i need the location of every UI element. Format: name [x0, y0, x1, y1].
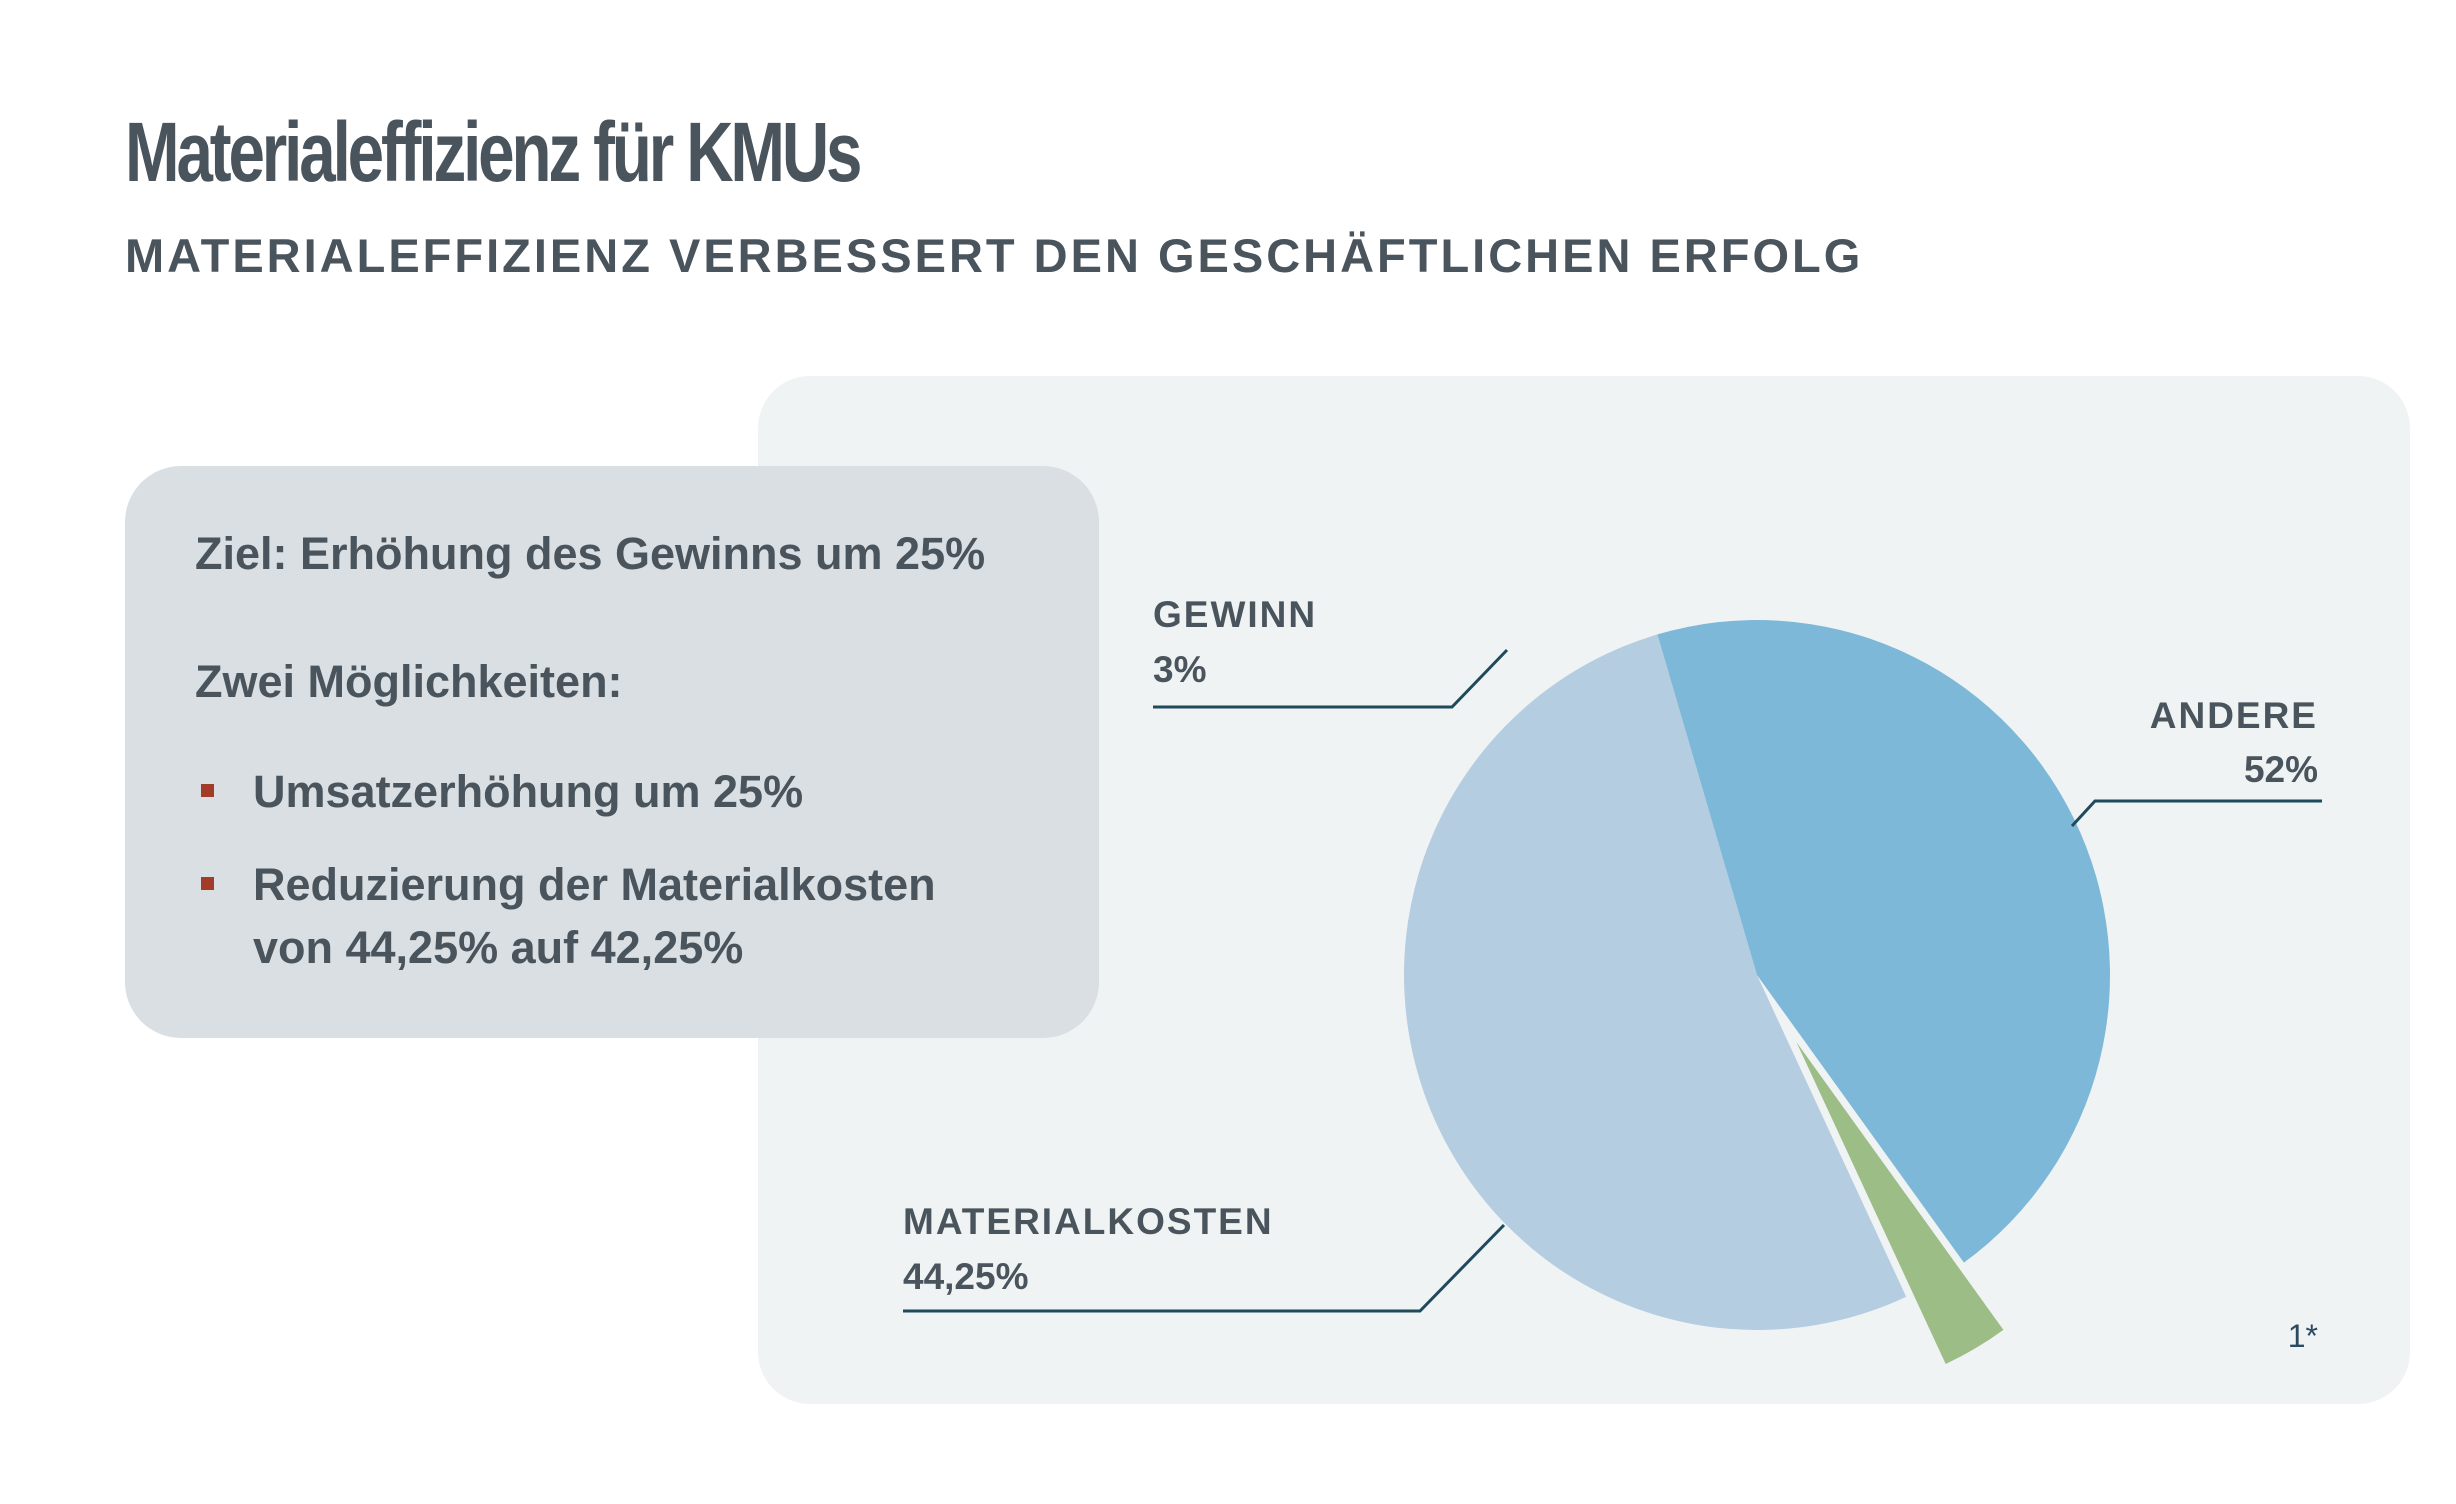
options-heading: Zwei Möglichkeiten: — [195, 656, 623, 707]
leader-line-materialkosten — [903, 1223, 1506, 1313]
label-gewinn-value: 3% — [1153, 649, 1206, 690]
page-title: Materialeffizienz für KMUs — [125, 105, 862, 199]
bullet-text: Umsatzerhöhung um 25% — [253, 766, 804, 817]
bullet-square-icon — [201, 877, 214, 890]
bullet-text-continued: von 44,25% auf 42,25% — [253, 922, 744, 973]
label-andere-value: 52% — [2244, 749, 2318, 790]
leader-line-gewinn — [1153, 648, 1509, 709]
label-materialkosten-name: MATERIALKOSTEN — [903, 1201, 1274, 1242]
page-subtitle: MATERIALEFFIZIENZ VERBESSERT DEN GESCHÄF… — [125, 229, 1864, 282]
options-list: Umsatzerhöhung um 25% Reduzierung der Ma… — [195, 760, 1029, 979]
label-andere-name: ANDERE — [2150, 695, 2318, 736]
bullet-text: Reduzierung der Materialkosten — [253, 859, 936, 910]
goal-text: Ziel: Erhöhung des Gewinns um 25% — [195, 528, 986, 579]
label-materialkosten-value: 44,25% — [903, 1256, 1029, 1297]
info-box: Ziel: Erhöhung des Gewinns um 25% Zwei M… — [125, 466, 1099, 1038]
pie-slice-gewinn — [1796, 1042, 2004, 1364]
label-gewinn-name: GEWINN — [1153, 594, 1317, 635]
bullet-square-icon — [201, 784, 214, 797]
list-item: Umsatzerhöhung um 25% — [195, 760, 1029, 823]
pie-slice-materialkosten — [1657, 619, 2111, 1263]
footnote: 1* — [2288, 1318, 2318, 1354]
list-item: Reduzierung der Materialkosten von 44,25… — [195, 853, 1029, 979]
pie-slice-andere — [1404, 634, 1907, 1330]
leader-line-andere — [2070, 799, 2322, 828]
